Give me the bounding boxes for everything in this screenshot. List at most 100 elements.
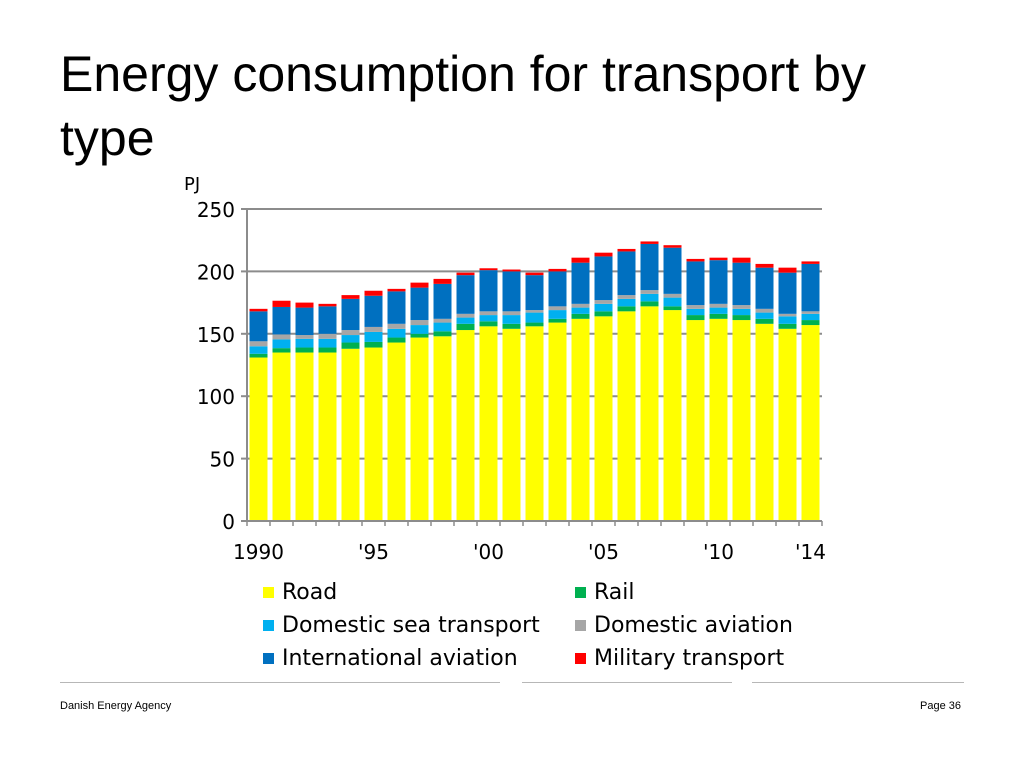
bar-segment-rail bbox=[801, 320, 820, 326]
bar-segment-domestic-aviation bbox=[433, 318, 452, 323]
bar-segment-road bbox=[663, 310, 682, 521]
bar-segment-rail bbox=[663, 306, 682, 311]
bar-segment-military-transport bbox=[801, 261, 820, 264]
bar-segment-road bbox=[433, 336, 452, 521]
bar-segment-military-transport bbox=[341, 295, 360, 299]
x-tick-label: '10 bbox=[703, 540, 734, 564]
bar-segment-military-transport bbox=[295, 302, 314, 308]
bar-segment-domestic-aviation bbox=[295, 335, 314, 339]
y-tick-label: 200 bbox=[197, 260, 235, 284]
bar-segment-international-aviation bbox=[456, 275, 475, 314]
bar-segment-rail bbox=[617, 306, 636, 312]
bar-segment-domestic-sea-transport bbox=[433, 322, 452, 332]
bar-segment-domestic-sea-transport bbox=[341, 335, 360, 343]
bar-segment-domestic-aviation bbox=[686, 305, 705, 309]
bar-segment-road bbox=[548, 322, 567, 521]
bar-segment-military-transport bbox=[525, 272, 544, 276]
bar-segment-domestic-aviation bbox=[502, 311, 521, 316]
bar-segment-domestic-sea-transport bbox=[571, 307, 590, 314]
bar-segment-domestic-sea-transport bbox=[387, 328, 406, 338]
bar-segment-road bbox=[502, 328, 521, 521]
bar-segment-road bbox=[732, 320, 751, 521]
bar-segment-road bbox=[801, 325, 820, 521]
bar-segment-road bbox=[318, 352, 337, 521]
bar-segment-domestic-sea-transport bbox=[709, 307, 728, 314]
bar-segment-military-transport bbox=[456, 272, 475, 276]
bar-segment-rail bbox=[502, 323, 521, 329]
footer-divider bbox=[752, 682, 964, 683]
bar-segment-road bbox=[272, 352, 291, 521]
legend-item: Domestic aviation bbox=[575, 610, 793, 640]
legend-label: Rail bbox=[594, 579, 635, 605]
bar-segment-domestic-aviation bbox=[249, 341, 268, 347]
bar-segment-domestic-sea-transport bbox=[801, 313, 820, 321]
bar-segment-international-aviation bbox=[686, 261, 705, 306]
bar-segment-military-transport bbox=[272, 300, 291, 307]
bar-segment-military-transport bbox=[571, 257, 590, 263]
bar-segment-domestic-sea-transport bbox=[640, 293, 659, 302]
x-tick-label: 1990 bbox=[233, 540, 284, 564]
bar-segment-military-transport bbox=[663, 245, 682, 248]
bar-segment-international-aviation bbox=[479, 270, 498, 312]
bar-segment-rail bbox=[548, 318, 567, 323]
bar-segment-military-transport bbox=[778, 267, 797, 273]
bar-segment-domestic-sea-transport bbox=[594, 303, 613, 312]
bar-segment-road bbox=[456, 330, 475, 521]
bar-segment-road bbox=[709, 318, 728, 521]
bar-segment-military-transport bbox=[318, 303, 337, 307]
legend-label: Domestic aviation bbox=[594, 612, 793, 638]
x-tick-label: '14 bbox=[795, 540, 826, 564]
bar-segment-rail bbox=[364, 341, 383, 348]
bar-segment-international-aviation bbox=[732, 262, 751, 306]
bar-segment-domestic-sea-transport bbox=[617, 298, 636, 307]
y-tick-label: 100 bbox=[197, 385, 235, 409]
y-axis-label: PJ bbox=[184, 174, 200, 195]
bar-segment-domestic-sea-transport bbox=[732, 308, 751, 316]
bar-segment-international-aviation bbox=[364, 295, 383, 327]
bar-segment-military-transport bbox=[755, 263, 774, 268]
bar-segment-road bbox=[341, 348, 360, 521]
legend-label: Military transport bbox=[594, 645, 785, 671]
bar-segment-domestic-aviation bbox=[709, 303, 728, 308]
bar-segment-domestic-sea-transport bbox=[456, 317, 475, 324]
bar-segment-military-transport bbox=[732, 257, 751, 263]
bar-segment-road bbox=[755, 323, 774, 521]
bar-segment-military-transport bbox=[640, 241, 659, 244]
bar-segment-international-aviation bbox=[801, 263, 820, 312]
bar-segment-road bbox=[410, 337, 429, 521]
bar-segment-military-transport bbox=[686, 258, 705, 262]
bar-segment-road bbox=[778, 328, 797, 521]
bar-segment-road bbox=[594, 316, 613, 521]
bar-segment-domestic-sea-transport bbox=[663, 297, 682, 307]
bar-segment-rail bbox=[341, 342, 360, 349]
bar-segment-rail bbox=[433, 331, 452, 337]
bar-segment-domestic-aviation bbox=[548, 306, 567, 311]
bar-segment-domestic-aviation bbox=[387, 323, 406, 329]
bar-segment-road bbox=[479, 326, 498, 521]
bar-segment-domestic-sea-transport bbox=[410, 325, 429, 334]
bar-segment-rail bbox=[318, 347, 337, 353]
legend-swatch bbox=[263, 652, 274, 664]
bar-segment-road bbox=[686, 320, 705, 521]
bar-segment-military-transport bbox=[594, 252, 613, 257]
bar-segment-domestic-aviation bbox=[364, 326, 383, 332]
bar-segment-military-transport bbox=[502, 269, 521, 272]
bar-segment-domestic-sea-transport bbox=[479, 315, 498, 322]
footer-divider bbox=[522, 682, 732, 683]
bar-segment-domestic-sea-transport bbox=[502, 315, 521, 324]
bar-segment-road bbox=[525, 326, 544, 521]
x-tick-label: '00 bbox=[473, 540, 504, 564]
bar-segment-domestic-sea-transport bbox=[272, 339, 291, 349]
stacked-bar-chart: 0 50 100 150 200 250 PJ 1990 '95 '00 '05 '10 '14 bbox=[184, 174, 826, 564]
bar-segment-international-aviation bbox=[318, 306, 337, 334]
bar-segment-international-aviation bbox=[617, 251, 636, 296]
bar-segment-road bbox=[571, 318, 590, 521]
bar-segment-domestic-aviation bbox=[410, 320, 429, 326]
bar-segment-international-aviation bbox=[755, 267, 774, 309]
bar-segment-rail bbox=[249, 353, 268, 358]
legend-item: Road bbox=[263, 577, 337, 607]
bar-segment-rail bbox=[410, 333, 429, 338]
bar-segment-domestic-sea-transport bbox=[318, 338, 337, 348]
legend-label: Domestic sea transport bbox=[282, 612, 540, 638]
bar-segment-international-aviation bbox=[640, 243, 659, 291]
